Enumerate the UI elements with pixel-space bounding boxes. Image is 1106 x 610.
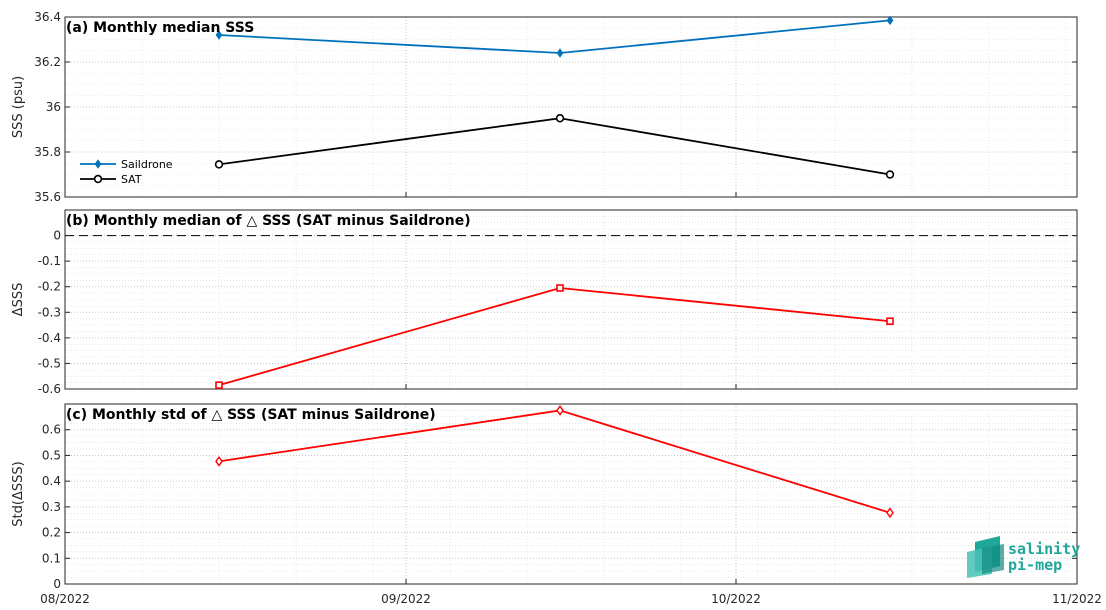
data-point — [215, 381, 223, 389]
y-axis-label: ΔSSS — [11, 283, 26, 317]
panel-title: (b) Monthly median of △ SSS (SAT minus S… — [66, 213, 471, 229]
series-line — [215, 405, 894, 519]
data-point — [886, 15, 894, 26]
data-point — [556, 405, 564, 416]
panel-b-monthly-median-delta-sss: -0.6 -0.5 -0.4 -0.3 -0.2 -0.1 0 ΔSSS (b) Monthly… — [11, 209, 1078, 396]
y-tick-label: -0.2 — [38, 280, 61, 294]
legend-label: SAT — [121, 173, 142, 186]
y-tick-label: 0.4 — [42, 474, 61, 488]
y-tick-label: 0.1 — [42, 551, 61, 565]
axes-box — [64, 209, 1078, 390]
panel-a-monthly-median-sss: 35.6 35.8 36 36.2 36.4 SSS (psu) (a) Monthly m… — [11, 10, 1078, 204]
logo-line2: pi-mep — [1008, 556, 1062, 574]
x-tick-label: 11/2022 — [1052, 592, 1102, 606]
y-tick-label: 0.5 — [42, 448, 61, 462]
logo-mark-icon — [967, 536, 1004, 578]
plot-area — [65, 17, 1077, 197]
y-tick-label: 35.8 — [34, 145, 61, 159]
y-tick-label: 0 — [53, 577, 61, 591]
panel-title: (c) Monthly std of △ SSS (SAT minus Sail… — [66, 407, 436, 423]
y-tick-label: 36.4 — [34, 10, 61, 24]
data-point — [886, 317, 894, 326]
panel-c-monthly-std-delta-sss: 0 0.1 0.2 0.3 0.4 0.5 0.6 08/2022 09/2022 10/2022… — [11, 403, 1102, 606]
x-tick-label: 09/2022 — [381, 592, 431, 606]
y-axis-label: SSS (psu) — [11, 76, 26, 138]
logo-line1: salinity — [1008, 540, 1080, 558]
y-tick-label: -0.1 — [38, 254, 61, 268]
legend-label: Saildrone — [121, 158, 173, 171]
y-axis-label: Std(ΔSSS) — [11, 461, 26, 526]
data-point — [556, 284, 564, 292]
y-tick-label: 36.2 — [34, 55, 61, 69]
y-tick-label: -0.4 — [38, 331, 61, 345]
y-tick-label: 36 — [46, 100, 61, 114]
y-tick-label: -0.3 — [38, 305, 61, 319]
data-point — [885, 170, 895, 179]
data-point — [556, 48, 564, 58]
data-point — [555, 114, 565, 123]
x-tick-label: 10/2022 — [711, 592, 761, 606]
series-line — [215, 284, 894, 389]
x-tick-label: 08/2022 — [40, 592, 90, 606]
plot-area — [65, 404, 1077, 584]
axes-box — [64, 403, 1078, 585]
y-tick-label: 0.3 — [42, 500, 61, 514]
series-sat — [214, 114, 895, 179]
y-tick-label: -0.6 — [38, 382, 61, 396]
legend-marker — [93, 174, 103, 184]
plot-area — [65, 210, 1077, 389]
y-tick-label: 0.2 — [42, 526, 61, 540]
panel-title: (a) Monthly median SSS — [66, 20, 254, 36]
salinity-pi-mep-logo: salinity pi-mep — [967, 536, 1080, 578]
y-tick-label: 35.6 — [34, 190, 61, 204]
data-point — [215, 455, 223, 467]
data-point — [214, 160, 224, 169]
grid — [64, 403, 1078, 585]
y-tick-label: 0.6 — [42, 423, 61, 437]
series-saildrone — [215, 15, 894, 58]
y-tick-label: -0.5 — [38, 356, 61, 370]
data-point — [886, 507, 894, 519]
legend: Saildrone SAT — [80, 158, 173, 186]
y-tick-label: 0 — [53, 229, 61, 243]
data-point — [215, 30, 223, 40]
legend-marker — [94, 159, 102, 169]
